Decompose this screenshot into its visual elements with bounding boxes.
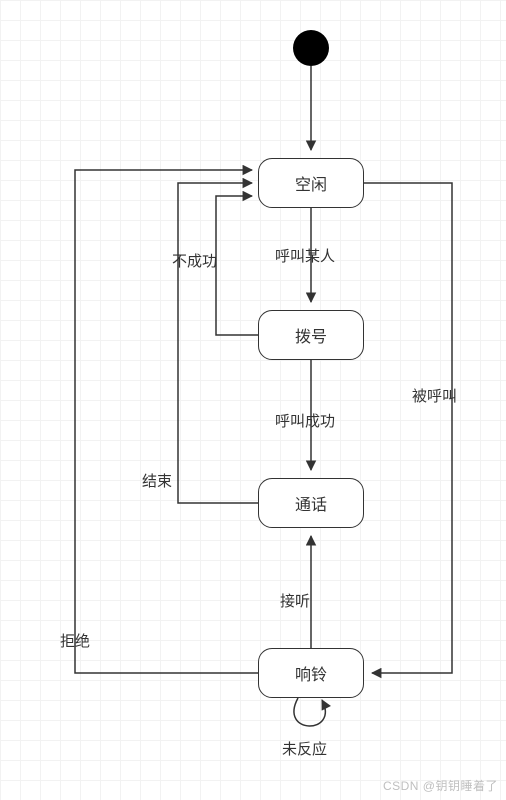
- node-dial-label: 拨号: [295, 323, 327, 347]
- node-ring-label: 响铃: [295, 661, 327, 685]
- edge-ring-self: [294, 698, 325, 726]
- watermark: CSDN @钥钥睡着了: [383, 777, 498, 794]
- node-talk: 通话: [258, 478, 364, 528]
- label-called: 被呼叫: [412, 385, 457, 406]
- edge-idle-ring: [364, 183, 452, 673]
- edge-ring-idle: [75, 170, 258, 673]
- label-answer: 接听: [280, 590, 310, 611]
- node-idle-label: 空闲: [295, 171, 327, 195]
- label-end: 结束: [142, 470, 172, 491]
- node-ring: 响铃: [258, 648, 364, 698]
- label-fail: 不成功: [172, 250, 217, 271]
- edge-dial-idle: [216, 196, 258, 335]
- label-call-someone: 呼叫某人: [275, 245, 335, 266]
- initial-state: [293, 30, 329, 66]
- node-idle: 空闲: [258, 158, 364, 208]
- label-noresponse: 未反应: [282, 738, 327, 759]
- node-dial: 拨号: [258, 310, 364, 360]
- node-talk-label: 通话: [295, 491, 327, 515]
- edge-talk-idle: [178, 183, 258, 503]
- label-reject: 拒绝: [60, 630, 90, 651]
- label-call-success: 呼叫成功: [275, 410, 335, 431]
